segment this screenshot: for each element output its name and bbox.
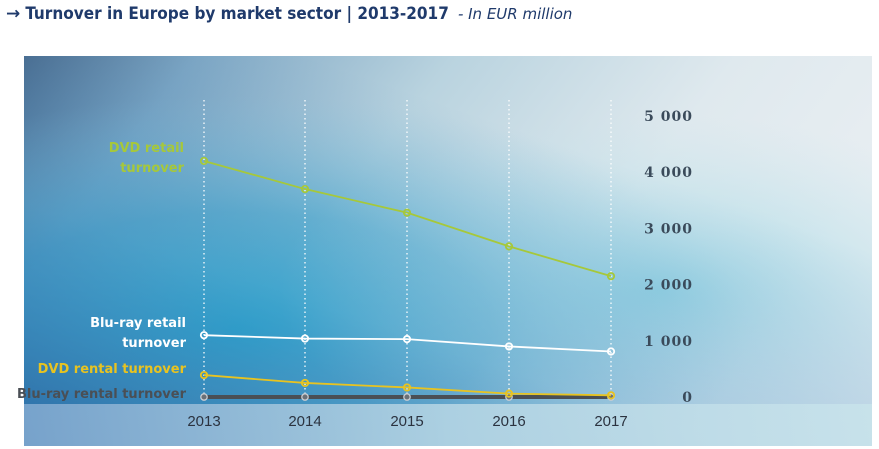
data-point-blu-ray-retail-turnover-2013 bbox=[199, 331, 209, 340]
series-label-blu-ray-rental-turnover: Blu-ray rental turnover bbox=[17, 387, 187, 402]
series-dvd-retail-turnover bbox=[199, 156, 616, 281]
data-point-blu-ray-rental-turnover-2014 bbox=[301, 393, 309, 401]
data-point-blu-ray-rental-turnover-2015 bbox=[403, 393, 411, 401]
chart-title: Turnover in Europe by market sector | 20… bbox=[25, 4, 449, 24]
data-point-dvd-retail-turnover-2016 bbox=[504, 242, 514, 251]
data-point-dvd-rental-turnover-2013 bbox=[199, 370, 209, 380]
data-point-blu-ray-rental-turnover-2013 bbox=[200, 393, 208, 401]
series-label-dvd-retail-turnover: DVD retail bbox=[109, 141, 184, 156]
series-label-dvd-rental-turnover: DVD rental turnover bbox=[38, 362, 187, 377]
data-point-blu-ray-retail-turnover-2016 bbox=[504, 342, 514, 351]
data-point-blu-ray-retail-turnover-2017 bbox=[606, 347, 616, 356]
chart-title-row: → Turnover in Europe by market sector | … bbox=[6, 4, 572, 24]
data-point-dvd-rental-turnover-2014 bbox=[300, 378, 310, 388]
series-lines bbox=[199, 156, 616, 401]
data-point-dvd-retail-turnover-2017 bbox=[606, 272, 616, 281]
x-axis-ticks: 2013 2014 2015 2016 2017 bbox=[187, 413, 627, 430]
series-dvd-rental-turnover bbox=[199, 370, 616, 400]
data-point-dvd-rental-turnover-2016 bbox=[504, 389, 514, 398]
chart-background bbox=[24, 56, 872, 446]
series-line-dvd-rental-turnover bbox=[203, 374, 612, 397]
x-tick-label: 2017 bbox=[594, 413, 627, 430]
title-arrow: → bbox=[6, 4, 21, 24]
y-tick-label: 5 000 bbox=[644, 109, 693, 125]
series-line-dvd-retail-turnover bbox=[203, 160, 612, 278]
y-tick-label: 1 000 bbox=[644, 334, 693, 350]
x-tick-label: 2014 bbox=[288, 413, 321, 430]
y-tick-label: 2 000 bbox=[644, 278, 693, 294]
data-point-blu-ray-retail-turnover-2015 bbox=[402, 335, 412, 344]
x-tick-label: 2015 bbox=[390, 413, 423, 430]
series-label-blu-ray-retail-turnover: turnover bbox=[122, 336, 186, 351]
series-blu-ray-retail-turnover bbox=[199, 331, 616, 356]
data-point-dvd-retail-turnover-2014 bbox=[300, 184, 310, 194]
data-point-dvd-retail-turnover-2013 bbox=[199, 156, 209, 166]
y-tick-label: 4 000 bbox=[644, 165, 693, 181]
series-label-dvd-retail-turnover: turnover bbox=[120, 161, 184, 176]
chart-subtitle: - In EUR million bbox=[457, 5, 573, 23]
series-labels: DVD retail turnover Blu-ray retail turnover… bbox=[17, 141, 187, 402]
y-axis-ticks: 0 1 000 2 000 3 000 4 000 5 000 bbox=[644, 109, 693, 406]
data-point-dvd-rental-turnover-2015 bbox=[402, 383, 412, 392]
data-point-blu-ray-retail-turnover-2014 bbox=[300, 334, 310, 343]
data-point-dvd-rental-turnover-2017 bbox=[606, 391, 616, 400]
y-tick-label: 3 000 bbox=[644, 221, 693, 237]
series-blu-ray-rental-turnover bbox=[200, 393, 615, 401]
x-tick-label: 2013 bbox=[187, 413, 220, 430]
y-tick-label: 0 bbox=[682, 390, 693, 406]
series-line-blu-ray-retail-turnover bbox=[203, 334, 612, 353]
x-tick-label: 2016 bbox=[492, 413, 525, 430]
series-label-blu-ray-retail-turnover: Blu-ray retail bbox=[90, 316, 186, 331]
data-point-dvd-retail-turnover-2015 bbox=[402, 208, 412, 217]
